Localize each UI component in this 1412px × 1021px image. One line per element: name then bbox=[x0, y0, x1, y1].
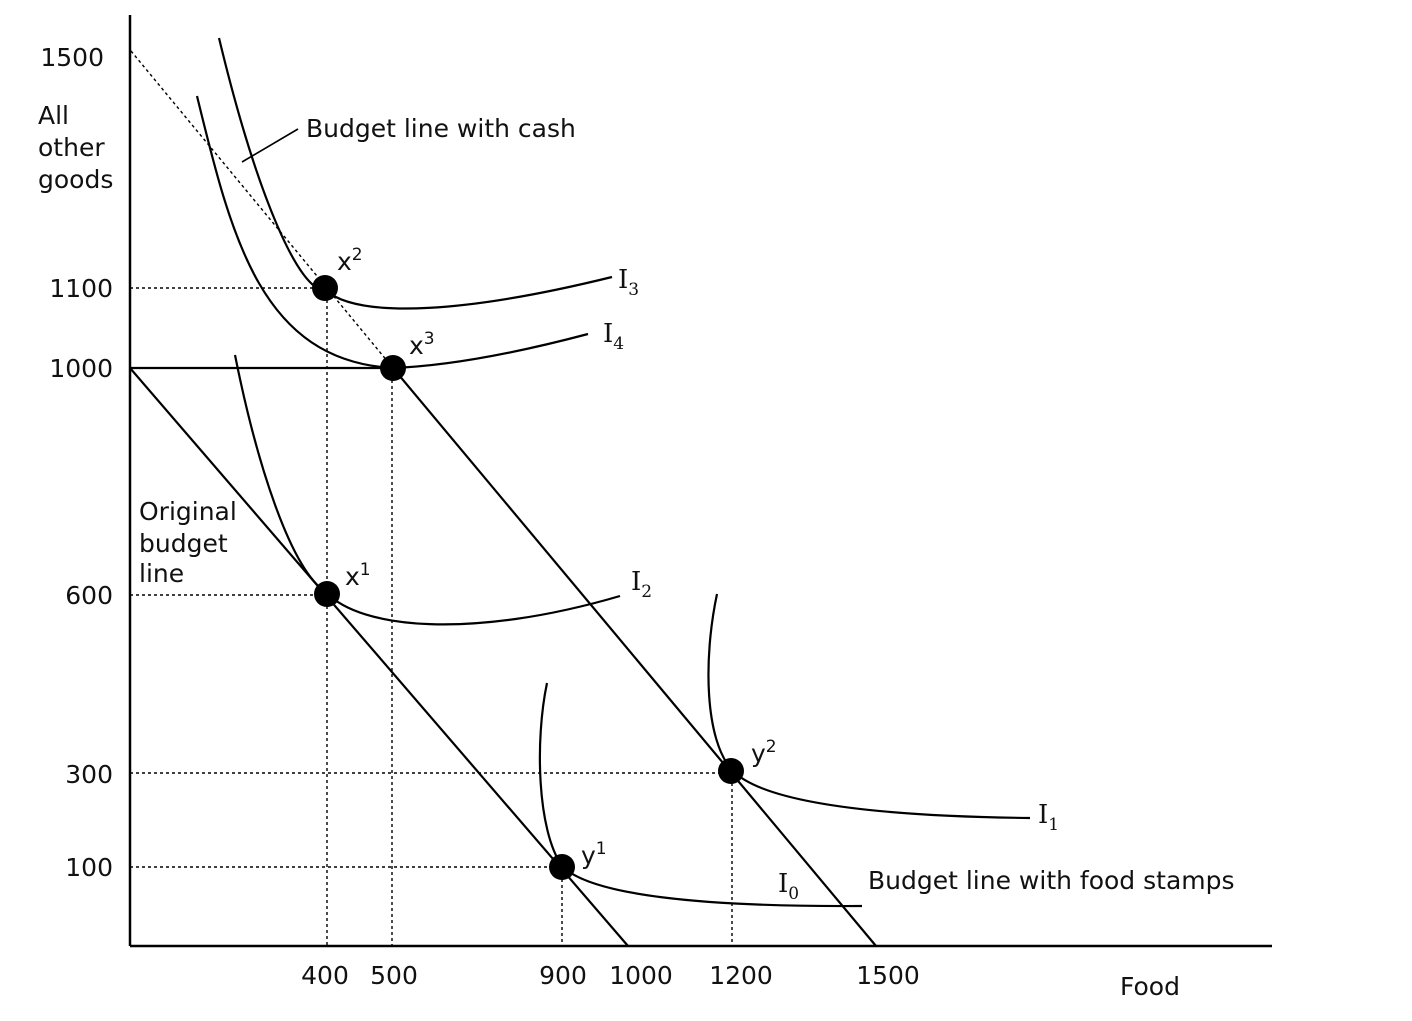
budget-line-original-label: Original budget line bbox=[139, 497, 237, 588]
budget-line-cash bbox=[130, 50, 394, 369]
y-tick-300: 300 bbox=[65, 760, 113, 789]
y-tick-1000: 1000 bbox=[49, 354, 113, 383]
point-x3 bbox=[380, 355, 406, 381]
indifference-curve-i1 bbox=[707, 593, 1031, 820]
budget-line-original-label-line-1: Original bbox=[139, 497, 237, 526]
curve-label-i4: I4 bbox=[603, 319, 624, 354]
point-y1 bbox=[549, 854, 575, 880]
point-label-x2: x2 bbox=[337, 245, 363, 276]
y-axis-title-line-3: goods bbox=[38, 165, 113, 194]
curve-label-i2: I2 bbox=[631, 567, 652, 602]
y-tick-labels: 1500 1100 1000 600 300 100 bbox=[40, 43, 113, 882]
budget-line-cash-label: Budget line with cash bbox=[306, 114, 576, 143]
budget-line-food-stamps-label: Budget line with food stamps bbox=[868, 866, 1235, 895]
y-axis-title: All other goods bbox=[38, 101, 113, 194]
x-tick-1000: 1000 bbox=[609, 961, 673, 990]
x-tick-900: 900 bbox=[539, 961, 587, 990]
point-label-y2: y2 bbox=[751, 737, 777, 768]
budget-cash-label-arrow bbox=[241, 128, 299, 163]
indifference-curve-i4 bbox=[195, 95, 589, 370]
x-tick-1500: 1500 bbox=[856, 961, 920, 990]
curve-label-i1: I1 bbox=[1038, 800, 1059, 835]
x-tick-400: 400 bbox=[301, 961, 349, 990]
y-tick-1100: 1100 bbox=[49, 274, 113, 303]
budget-line-original bbox=[129, 367, 629, 947]
x-tick-1200: 1200 bbox=[709, 961, 773, 990]
curve-label-i3: I3 bbox=[618, 265, 639, 300]
budget-line-original-label-line-3: line bbox=[139, 559, 184, 588]
guide-lines bbox=[130, 287, 733, 946]
x-tick-500: 500 bbox=[370, 961, 418, 990]
y-tick-600: 600 bbox=[65, 581, 113, 610]
budget-line-original-label-line-2: budget bbox=[139, 529, 228, 558]
point-x2 bbox=[312, 275, 338, 301]
point-label-y1: y1 bbox=[581, 839, 607, 870]
point-label-x3: x3 bbox=[409, 329, 435, 360]
equilibrium-points bbox=[312, 275, 744, 880]
x-tick-labels: 400 500 900 1000 1200 1500 bbox=[301, 961, 920, 990]
indifference-curve-i2 bbox=[233, 354, 621, 626]
y-tick-100: 100 bbox=[65, 853, 113, 882]
budget-line-food-stamps bbox=[130, 366, 877, 947]
curve-label-i0: I0 bbox=[778, 869, 799, 904]
x-axis-title: Food bbox=[1120, 972, 1180, 1001]
y-tick-1500: 1500 bbox=[40, 43, 104, 72]
point-y2 bbox=[718, 758, 744, 784]
indifference-curve-i3 bbox=[217, 37, 613, 310]
point-label-x1: x1 bbox=[345, 560, 371, 591]
point-x1 bbox=[314, 581, 340, 607]
y-axis-title-line-1: All bbox=[38, 101, 69, 130]
y-axis-title-line-2: other bbox=[38, 133, 105, 162]
